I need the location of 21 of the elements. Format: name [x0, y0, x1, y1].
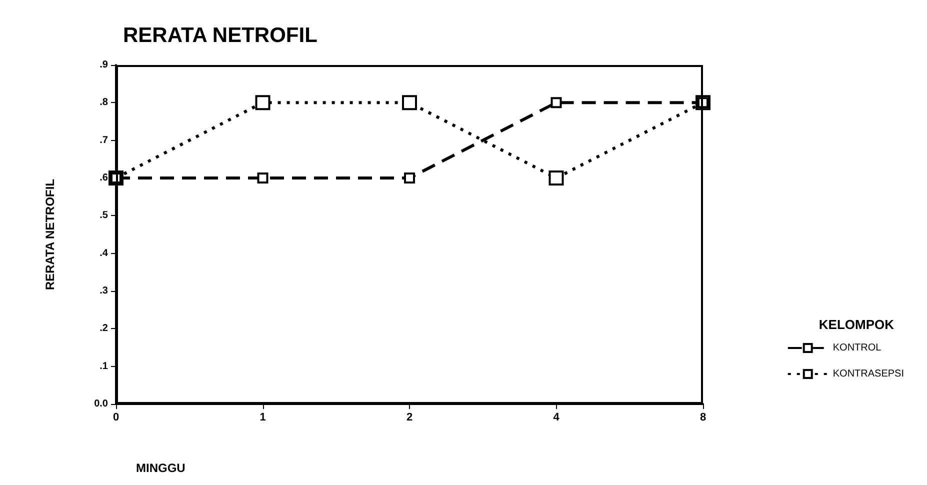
x-tick-label: 8 [700, 412, 706, 424]
y-tick-label: .7 [100, 134, 108, 146]
y-tick-label: .4 [100, 248, 108, 259]
x-tick-label: 4 [553, 412, 560, 424]
y-tick-label: .9 [100, 60, 108, 70]
x-axis-title: MINGGU [136, 461, 186, 475]
x-tick-label: 0 [112, 412, 120, 424]
x-tick-label: 1 [260, 412, 266, 424]
y-tick-label: .1 [100, 360, 108, 372]
y-tick-label: .3 [100, 286, 108, 296]
y-tick-label: .2 [100, 323, 108, 334]
legend-label: KONTROL [832, 342, 882, 354]
chart-title: RERATA NETROFIL [123, 24, 318, 47]
y-tick-label: .8 [100, 97, 108, 108]
y-axis-title: RERATA NETROFIL [43, 178, 57, 290]
legend-label: KONTRASEPSI [832, 368, 904, 380]
y-tick-label: .6 [100, 172, 108, 184]
legend-title: KELOMPOK [818, 317, 895, 332]
x-tick-label: 2 [406, 412, 413, 424]
y-tick-label: .5 [100, 210, 108, 222]
y-tick-label: 0.0 [94, 398, 108, 410]
